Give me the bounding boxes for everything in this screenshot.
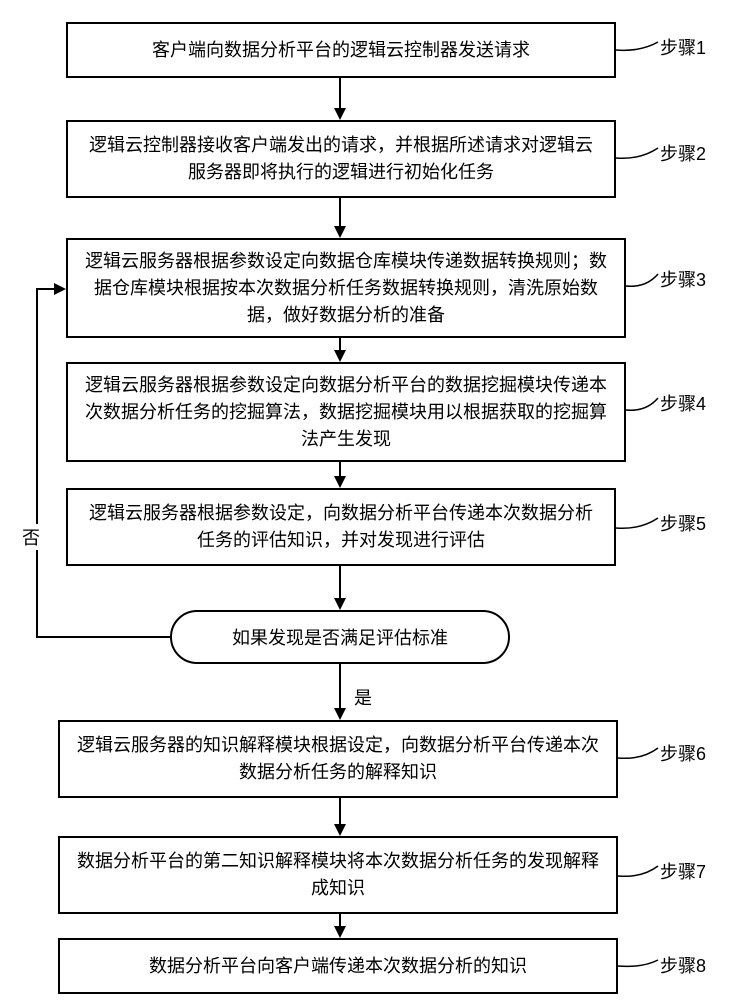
no-head <box>54 283 66 295</box>
step3-text: 逻辑云服务器根据参数设定向数据仓库模块传递数据转换规则；数据仓库模块根据按本次数… <box>84 248 608 329</box>
arrow-7-8-head <box>334 926 346 938</box>
label-step4-text: 步骤4 <box>660 394 706 414</box>
no-h2 <box>36 288 54 290</box>
no-label: 否 <box>18 524 44 550</box>
decision-box: 如果发现是否满足评估标准 <box>170 610 510 664</box>
no-h1 <box>36 636 170 638</box>
step5-box: 逻辑云服务器根据参数设定，向数据分析平台传递本次数据分析任务的评估知识，并对发现… <box>66 488 616 566</box>
step4-box: 逻辑云服务器根据参数设定向数据分析平台的数据挖掘模块传递本次数据分析任务的挖掘算… <box>66 362 626 462</box>
yes-label-text: 是 <box>354 688 372 708</box>
step1-box: 客户端向数据分析平台的逻辑云控制器发送请求 <box>66 22 616 78</box>
label-step2: 步骤2 <box>660 140 706 166</box>
arrow-1-2-head <box>334 108 346 120</box>
step6-box: 逻辑云服务器的知识解释模块根据设定，向数据分析平台传递本次数据分析任务的解释知识 <box>58 720 618 798</box>
yes-label: 是 <box>350 684 376 710</box>
arrow-7-8 <box>339 914 341 926</box>
step7-box: 数据分析平台的第二知识解释模块将本次数据分析任务的发现解释成知识 <box>58 836 618 914</box>
no-v <box>36 288 38 638</box>
step1-text: 客户端向数据分析平台的逻辑云控制器发送请求 <box>152 37 530 64</box>
step2-box: 逻辑云控制器接收客户端发出的请求，并根据所述请求对逻辑云服务器即将执行的逻辑进行… <box>66 120 616 198</box>
yes-v <box>339 664 341 708</box>
label-step1-text: 步骤1 <box>660 38 706 58</box>
arrow-1-2 <box>339 78 341 108</box>
label-step3-text: 步骤3 <box>660 270 706 290</box>
arrow-4-5-head <box>334 476 346 488</box>
arrow-5-d <box>339 566 341 598</box>
arrow-2-3-head <box>334 226 346 238</box>
label-step4: 步骤4 <box>660 390 706 416</box>
arrow-5-d-head <box>334 598 346 610</box>
flowchart-container: 客户端向数据分析平台的逻辑云控制器发送请求 逻辑云控制器接收客户端发出的请求，并… <box>0 0 746 1000</box>
arrow-6-7 <box>339 798 341 824</box>
label-step7-text: 步骤7 <box>660 862 706 882</box>
step7-text: 数据分析平台的第二知识解释模块将本次数据分析任务的发现解释成知识 <box>76 848 600 902</box>
label-step6-text: 步骤6 <box>660 744 706 764</box>
step4-text: 逻辑云服务器根据参数设定向数据分析平台的数据挖掘模块传递本次数据分析任务的挖掘算… <box>84 372 608 453</box>
step5-text: 逻辑云服务器根据参数设定，向数据分析平台传递本次数据分析任务的评估知识，并对发现… <box>84 500 598 554</box>
label-step7: 步骤7 <box>660 858 706 884</box>
label-step3: 步骤3 <box>660 266 706 292</box>
step8-box: 数据分析平台向客户端传递本次数据分析的知识 <box>58 938 618 994</box>
no-label-text: 否 <box>22 528 40 548</box>
step2-text: 逻辑云控制器接收客户端发出的请求，并根据所述请求对逻辑云服务器即将执行的逻辑进行… <box>84 132 598 186</box>
step3-box: 逻辑云服务器根据参数设定向数据仓库模块传递数据转换规则；数据仓库模块根据按本次数… <box>66 238 626 338</box>
arrow-2-3 <box>339 198 341 226</box>
arrow-4-5 <box>339 462 341 476</box>
label-step5-text: 步骤5 <box>660 514 706 534</box>
yes-head <box>334 708 346 720</box>
label-step5: 步骤5 <box>660 510 706 536</box>
label-step8: 步骤8 <box>660 952 706 978</box>
label-step6: 步骤6 <box>660 740 706 766</box>
arrow-3-4 <box>339 338 341 350</box>
arrow-6-7-head <box>334 824 346 836</box>
label-step2-text: 步骤2 <box>660 144 706 164</box>
decision-text: 如果发现是否满足评估标准 <box>232 624 448 650</box>
step6-text: 逻辑云服务器的知识解释模块根据设定，向数据分析平台传递本次数据分析任务的解释知识 <box>76 732 600 786</box>
arrow-3-4-head <box>334 350 346 362</box>
step8-text: 数据分析平台向客户端传递本次数据分析的知识 <box>149 953 527 980</box>
label-step1: 步骤1 <box>660 34 706 60</box>
label-step8-text: 步骤8 <box>660 956 706 976</box>
